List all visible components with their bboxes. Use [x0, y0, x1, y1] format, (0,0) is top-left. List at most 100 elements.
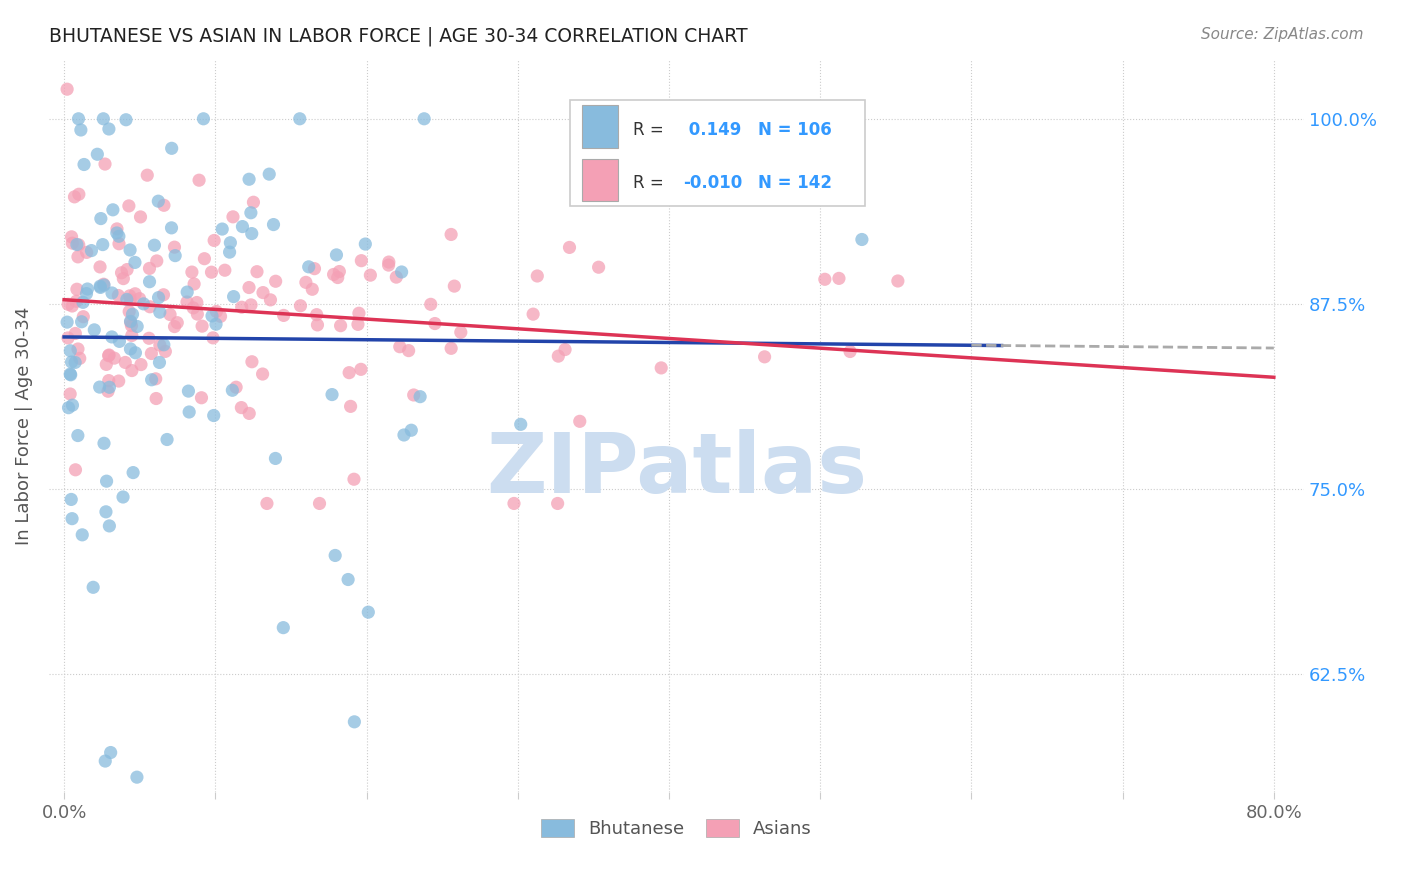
Point: [60, 355, 83, 369]
Point: [120, 318, 142, 333]
Point: [148, 291, 170, 305]
Point: [122, 466, 145, 480]
Point: [70, 123, 93, 137]
Point: [56, 297, 79, 311]
Point: [214, 263, 236, 277]
Point: [101, 202, 124, 217]
Point: [378, 255, 401, 269]
Point: [120, 243, 142, 257]
Point: [264, 451, 287, 466]
Point: [337, 366, 360, 380]
Point: [100, 746, 122, 760]
Point: [240, 355, 263, 369]
Point: [59, 367, 82, 381]
Point: [66, 250, 89, 264]
Point: [141, 373, 163, 387]
Point: [97, 384, 120, 399]
Point: [201, 331, 224, 345]
Point: [67, 112, 90, 126]
Point: [440, 342, 463, 356]
Text: BHUTANESE VS ASIAN IN LABOR FORCE | AGE 30-34 CORRELATION CHART: BHUTANESE VS ASIAN IN LABOR FORCE | AGE …: [49, 27, 748, 46]
FancyBboxPatch shape: [582, 159, 617, 201]
Point: [240, 298, 263, 312]
Point: [558, 240, 581, 254]
Point: [176, 285, 198, 299]
Point: [509, 417, 531, 432]
Point: [63, 355, 86, 369]
Point: [388, 340, 411, 354]
Point: [118, 304, 141, 318]
Point: [76, 286, 98, 301]
Point: [401, 423, 423, 437]
Point: [120, 293, 142, 307]
Point: [568, 414, 591, 428]
Point: [851, 232, 873, 246]
Point: [202, 234, 225, 248]
Point: [115, 262, 138, 277]
Point: [239, 206, 262, 220]
Point: [148, 355, 170, 369]
Point: [56, 315, 79, 329]
Point: [98, 348, 121, 362]
Point: [138, 261, 160, 276]
Point: [308, 496, 330, 510]
Text: R =: R =: [633, 120, 669, 138]
Point: [257, 167, 280, 181]
Point: [63, 190, 86, 204]
Point: [128, 292, 150, 306]
Point: [110, 266, 132, 280]
Point: [288, 112, 311, 126]
Point: [120, 314, 142, 328]
Point: [56, 331, 79, 345]
Point: [402, 388, 425, 402]
Point: [107, 288, 129, 302]
Point: [222, 210, 245, 224]
Point: [149, 305, 172, 319]
Point: [329, 318, 352, 333]
Point: [149, 338, 172, 352]
Point: [80, 244, 103, 258]
Point: [347, 318, 370, 332]
Point: [89, 260, 111, 274]
Point: [82, 580, 104, 594]
Point: [108, 229, 131, 244]
Point: [108, 334, 131, 349]
Point: [112, 271, 135, 285]
Point: [522, 307, 544, 321]
Point: [60, 236, 83, 251]
Point: [839, 344, 862, 359]
Point: [186, 295, 208, 310]
Point: [211, 222, 233, 236]
Point: [153, 198, 176, 212]
Point: [166, 316, 188, 330]
Point: [121, 363, 143, 377]
Point: [176, 295, 198, 310]
Point: [271, 621, 294, 635]
Point: [201, 309, 224, 323]
Point: [359, 268, 381, 282]
Point: [225, 380, 247, 394]
Point: [290, 299, 312, 313]
Point: [547, 496, 569, 510]
Point: [127, 319, 149, 334]
Point: [139, 300, 162, 314]
Point: [141, 346, 163, 360]
Point: [307, 318, 329, 332]
Point: [70, 528, 93, 542]
Point: [76, 245, 98, 260]
Point: [93, 278, 115, 293]
Point: [112, 490, 135, 504]
Point: [222, 290, 245, 304]
Point: [60, 230, 83, 244]
Point: [650, 360, 672, 375]
Point: [443, 279, 465, 293]
Point: [554, 343, 576, 357]
Point: [115, 293, 138, 307]
Point: [392, 428, 415, 442]
Point: [190, 391, 212, 405]
Point: [350, 253, 373, 268]
Point: [205, 304, 228, 318]
Y-axis label: In Labor Force | Age 30-34: In Labor Force | Age 30-34: [15, 307, 32, 545]
Point: [156, 433, 179, 447]
Point: [252, 367, 274, 381]
